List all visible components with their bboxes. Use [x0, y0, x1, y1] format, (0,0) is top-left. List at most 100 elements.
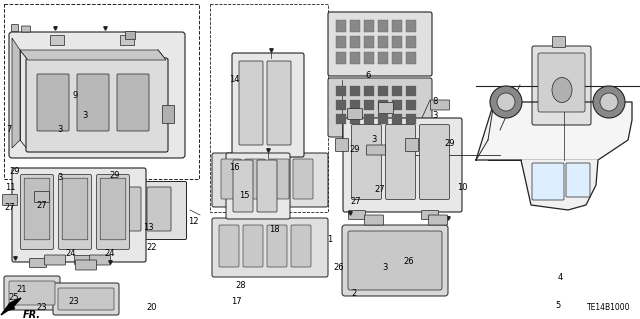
Bar [406, 100, 416, 110]
Bar [364, 114, 374, 124]
FancyBboxPatch shape [219, 225, 239, 267]
Text: 10: 10 [457, 183, 467, 192]
Text: 21: 21 [17, 286, 28, 294]
FancyBboxPatch shape [37, 74, 69, 131]
Text: 23: 23 [36, 303, 47, 313]
FancyBboxPatch shape [429, 215, 447, 225]
Circle shape [593, 86, 625, 118]
Bar [336, 114, 346, 124]
Text: 20: 20 [147, 303, 157, 313]
Text: 13: 13 [143, 224, 154, 233]
Text: 29: 29 [445, 138, 455, 147]
FancyBboxPatch shape [26, 58, 168, 152]
Bar [125, 31, 135, 39]
Text: 29: 29 [349, 145, 360, 154]
FancyBboxPatch shape [53, 283, 119, 315]
Bar [336, 86, 346, 96]
FancyBboxPatch shape [328, 12, 432, 76]
Text: 15: 15 [239, 190, 249, 199]
Text: 3: 3 [58, 174, 63, 182]
FancyBboxPatch shape [342, 225, 448, 296]
FancyBboxPatch shape [35, 191, 49, 203]
Text: 27: 27 [374, 186, 385, 195]
Bar [336, 20, 346, 32]
Polygon shape [1, 298, 21, 315]
Text: 7: 7 [6, 125, 12, 135]
FancyBboxPatch shape [100, 178, 126, 240]
Bar [210, 4, 328, 212]
Text: 26: 26 [404, 257, 414, 266]
FancyBboxPatch shape [239, 61, 263, 145]
Bar [378, 100, 388, 110]
FancyBboxPatch shape [532, 163, 564, 200]
Bar [364, 100, 374, 110]
FancyBboxPatch shape [269, 159, 289, 199]
FancyBboxPatch shape [348, 108, 362, 120]
Text: 5: 5 [556, 300, 561, 309]
FancyBboxPatch shape [109, 182, 186, 240]
FancyBboxPatch shape [431, 100, 449, 110]
Bar [406, 52, 416, 64]
FancyBboxPatch shape [12, 168, 146, 262]
Bar [392, 52, 402, 64]
FancyBboxPatch shape [29, 258, 47, 268]
FancyBboxPatch shape [233, 160, 253, 212]
Bar [392, 114, 402, 124]
FancyBboxPatch shape [117, 187, 141, 231]
FancyBboxPatch shape [351, 124, 381, 199]
Bar [364, 86, 374, 96]
FancyBboxPatch shape [76, 260, 97, 270]
Text: 6: 6 [365, 70, 371, 79]
Text: 17: 17 [230, 298, 241, 307]
Bar [364, 20, 374, 32]
Bar [350, 86, 360, 96]
Bar [50, 35, 64, 45]
FancyBboxPatch shape [58, 288, 114, 310]
Text: 8: 8 [432, 98, 438, 107]
FancyBboxPatch shape [378, 102, 394, 114]
Text: 24: 24 [105, 249, 115, 257]
Bar [406, 86, 416, 96]
FancyBboxPatch shape [335, 138, 349, 152]
Bar [336, 36, 346, 48]
Bar [350, 52, 360, 64]
Bar [336, 52, 346, 64]
FancyBboxPatch shape [221, 159, 241, 199]
FancyBboxPatch shape [22, 26, 31, 32]
Text: FR.: FR. [23, 310, 41, 319]
Bar [406, 114, 416, 124]
FancyBboxPatch shape [291, 225, 311, 267]
FancyBboxPatch shape [245, 159, 265, 199]
Text: 24: 24 [66, 249, 76, 258]
Text: 16: 16 [228, 164, 239, 173]
FancyBboxPatch shape [232, 53, 304, 157]
FancyBboxPatch shape [3, 195, 17, 205]
Polygon shape [20, 50, 166, 60]
FancyBboxPatch shape [343, 118, 462, 212]
Text: 22: 22 [147, 242, 157, 251]
Text: 2: 2 [351, 290, 356, 299]
Bar [350, 36, 360, 48]
FancyBboxPatch shape [552, 36, 566, 48]
FancyBboxPatch shape [147, 187, 171, 231]
Polygon shape [12, 38, 20, 148]
Bar [120, 35, 134, 45]
FancyBboxPatch shape [422, 211, 438, 219]
FancyBboxPatch shape [62, 178, 88, 240]
Text: 18: 18 [269, 226, 279, 234]
FancyBboxPatch shape [532, 46, 591, 125]
Text: 14: 14 [228, 76, 239, 85]
Text: 28: 28 [236, 280, 246, 290]
FancyBboxPatch shape [365, 215, 383, 225]
Bar [336, 100, 346, 110]
FancyBboxPatch shape [566, 163, 590, 197]
FancyBboxPatch shape [348, 231, 442, 290]
FancyBboxPatch shape [293, 159, 313, 199]
FancyBboxPatch shape [212, 153, 328, 207]
FancyBboxPatch shape [77, 74, 109, 131]
Bar [406, 20, 416, 32]
Text: 29: 29 [109, 170, 120, 180]
FancyBboxPatch shape [12, 25, 19, 32]
Bar [350, 100, 360, 110]
Bar [4, 4, 199, 179]
